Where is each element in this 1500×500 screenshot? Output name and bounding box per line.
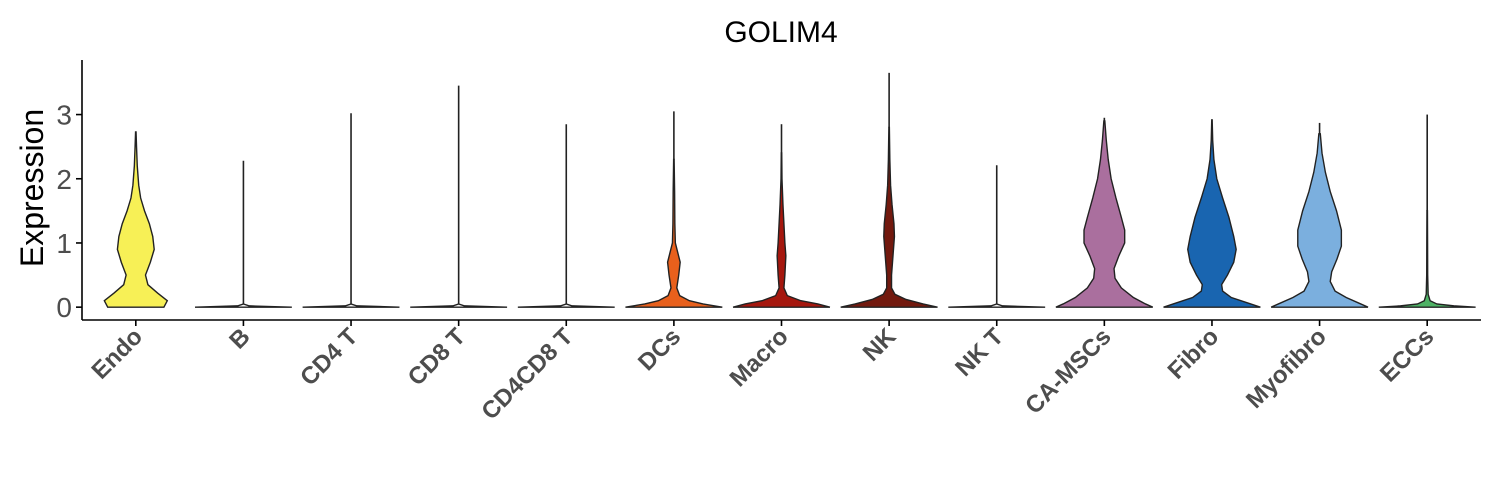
violin-fibro — [1163, 120, 1261, 308]
y-ticks: 0 1 2 3 — [56, 100, 82, 323]
y-tick-label: 1 — [56, 228, 72, 259]
x-tick-label: CD4 T — [295, 323, 363, 391]
x-tick-label: ECCs — [1375, 323, 1439, 387]
violin-cd8-t — [410, 303, 508, 308]
x-tick-label: Macro — [725, 323, 794, 392]
violin-nk — [840, 126, 938, 308]
violin-cd4cd8-t — [517, 303, 615, 308]
x-tick-label: Fibro — [1163, 323, 1225, 385]
x-tick-label: NK T — [950, 323, 1009, 382]
violin-myofibro — [1270, 133, 1369, 308]
y-tick-label: 2 — [56, 164, 72, 195]
violin-eccs — [1378, 210, 1476, 308]
y-tick-label: 3 — [56, 100, 72, 131]
x-ticks: Endo B CD4 T CD8 T CD4CD8 T DCs Macro NK NK T CA-… — [87, 320, 1439, 425]
violin-macro — [732, 152, 831, 308]
violin-dcs — [625, 158, 723, 308]
violin-layer — [103, 72, 1476, 308]
violin-endo — [103, 131, 169, 308]
violin-b — [194, 303, 292, 308]
x-tick-label: CA-MSCs — [1020, 323, 1116, 419]
x-tick-label: CD4CD8 T — [476, 323, 578, 425]
x-tick-label: NK — [858, 323, 902, 367]
x-tick-label: Endo — [87, 323, 149, 385]
x-tick-label: Myofibro — [1241, 323, 1332, 414]
chart-title: GOLIM4 — [724, 16, 837, 49]
y-tick-label: 0 — [56, 292, 72, 323]
x-tick-label: CD8 T — [403, 323, 471, 391]
x-tick-label: B — [224, 323, 255, 354]
violin-cd4-t — [302, 303, 400, 308]
x-tick-label: DCs — [633, 323, 686, 376]
violin-ca-mscs — [1055, 120, 1154, 308]
violin-nk-t — [948, 303, 1046, 308]
y-axis-label: Expression — [14, 109, 50, 267]
